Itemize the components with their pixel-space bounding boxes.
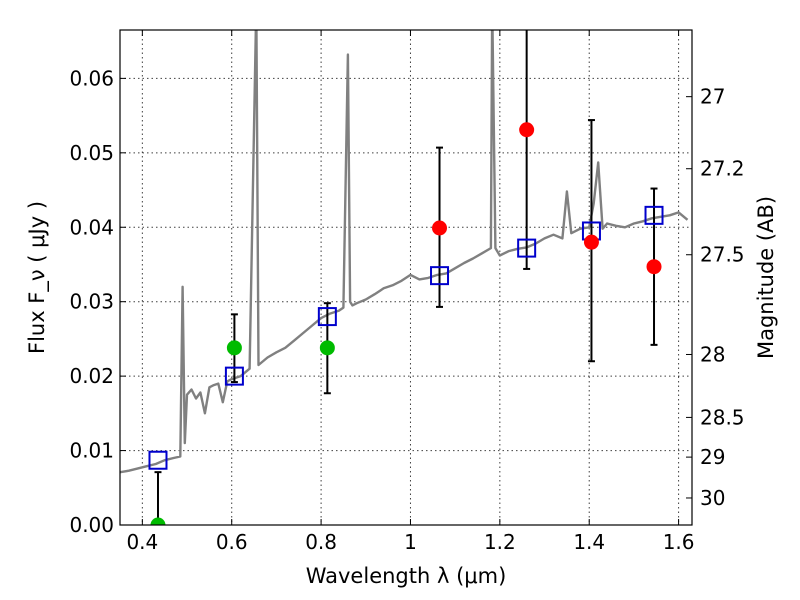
y-tick-label: 0.05 xyxy=(69,141,114,165)
y-tick-label: 0.03 xyxy=(69,290,114,314)
model-spectrum-layer xyxy=(120,30,689,474)
right-tick-label: 29 xyxy=(700,445,725,469)
x-tick-label: 1.4 xyxy=(573,530,605,554)
x-axis-label: Wavelength λ (μm) xyxy=(306,564,507,588)
red-point xyxy=(432,220,448,236)
right-tick-label: 27.2 xyxy=(700,157,745,181)
y-axis-label: Flux F_ν ( μJy ) xyxy=(25,201,50,354)
model-photometry-square xyxy=(430,266,450,286)
ticks xyxy=(120,30,692,526)
model-photometry-square xyxy=(317,307,337,327)
x-tick-label: 1.2 xyxy=(484,530,516,554)
x-tick-label: 0.6 xyxy=(216,530,248,554)
x-tick-label: 0.4 xyxy=(126,530,158,554)
y-tick-label: 0.00 xyxy=(69,513,114,537)
green-point xyxy=(150,517,166,525)
model-photometry-square xyxy=(517,238,537,258)
right-tick-label: 27.5 xyxy=(700,243,745,267)
right-tick-label: 27 xyxy=(700,85,725,109)
right-tick-label: 28.5 xyxy=(700,405,745,429)
model-photometry-square xyxy=(224,366,244,386)
green-point xyxy=(319,340,335,356)
red-point xyxy=(519,122,535,138)
model-spectrum-line xyxy=(120,30,689,474)
tick-labels: 0.4 0.6 0.8 1 1.2 1.4 1.6 0.00 0.01 0.02 0.03 0.04 0… xyxy=(69,66,744,554)
x-tick-label: 1 xyxy=(404,530,417,554)
red-point xyxy=(646,259,662,275)
y-tick-label: 0.01 xyxy=(69,439,114,463)
x-tick-label: 0.8 xyxy=(305,530,337,554)
model-photometry-square xyxy=(644,205,664,225)
plot-frame xyxy=(119,29,693,526)
right-tick-label: 28 xyxy=(700,342,725,366)
y-tick-label: 0.04 xyxy=(69,215,114,239)
red-point xyxy=(583,234,599,250)
right-tick-label: 30 xyxy=(700,486,725,510)
errorbar-layer xyxy=(154,30,658,525)
grid xyxy=(120,30,692,526)
green-point xyxy=(226,340,242,356)
y-tick-label: 0.02 xyxy=(69,364,114,388)
y-tick-label: 0.06 xyxy=(69,66,114,90)
right-axis-label: Magnitude (AB) xyxy=(754,196,778,359)
model-photometry-square xyxy=(148,450,168,470)
marker-layer xyxy=(148,122,664,525)
x-tick-label: 1.6 xyxy=(663,530,695,554)
